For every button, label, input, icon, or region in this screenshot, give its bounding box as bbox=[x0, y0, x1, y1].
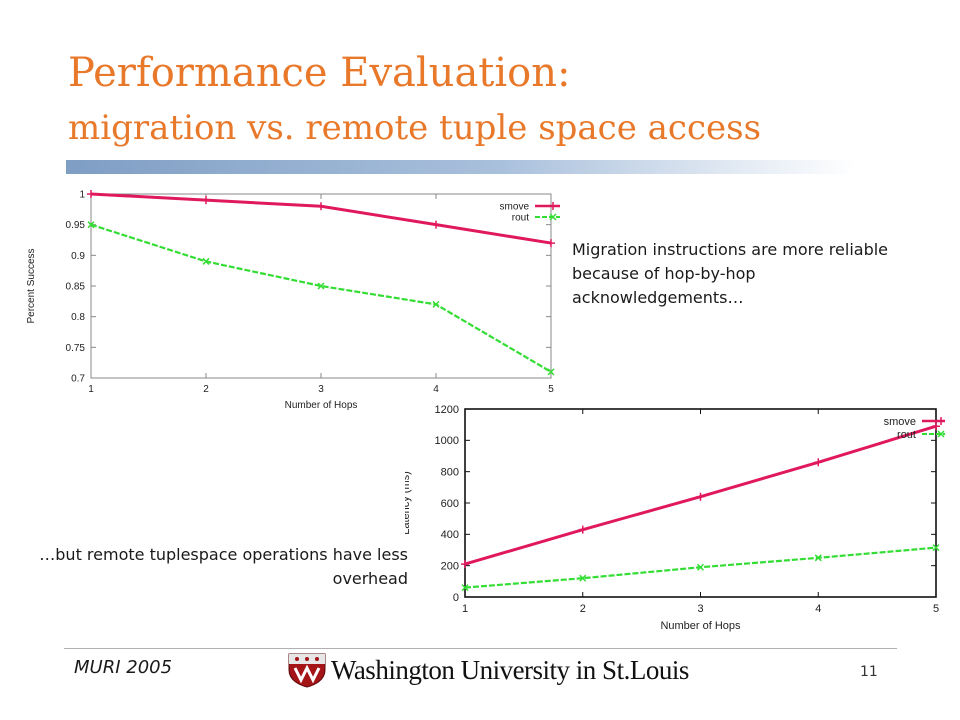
data-point-rout bbox=[87, 221, 95, 229]
legend-label-rout: rout bbox=[897, 429, 916, 441]
y-tick-label: 0.8 bbox=[71, 312, 85, 323]
data-point-smove bbox=[461, 560, 469, 569]
x-tick-label: 2 bbox=[203, 384, 209, 395]
y-tick-label: 0.75 bbox=[66, 343, 86, 354]
university-logo: Washington University in St.Louis bbox=[287, 652, 689, 688]
data-point-rout bbox=[547, 368, 555, 376]
y-tick-label: 200 bbox=[441, 561, 459, 573]
legend-marker-rout bbox=[549, 213, 557, 221]
data-point-smove bbox=[578, 525, 587, 534]
overhead-note: …but remote tuplespace operations have l… bbox=[39, 545, 408, 588]
y-tick-label: 0.85 bbox=[66, 282, 86, 293]
legend-label-rout: rout bbox=[512, 213, 529, 224]
x-tick-label: 1 bbox=[462, 603, 468, 615]
plot-frame bbox=[90, 193, 552, 379]
logo-wordmark: Washington University in St.Louis bbox=[331, 655, 689, 685]
plot-frame bbox=[464, 408, 937, 598]
y-tick-label: 1200 bbox=[435, 404, 459, 416]
slide-title: Performance Evaluation: bbox=[68, 50, 571, 96]
x-tick-label: 3 bbox=[697, 603, 703, 615]
y-tick-label: 0 bbox=[453, 592, 459, 604]
x-axis-label: Number of Hops bbox=[285, 400, 358, 411]
university-shield-icon bbox=[288, 653, 326, 688]
y-tick-label: 400 bbox=[441, 529, 459, 541]
data-point-rout bbox=[202, 257, 210, 265]
x-tick-label: 1 bbox=[88, 384, 94, 395]
data-point-smove bbox=[202, 196, 210, 205]
reliability-note: Migration instructions are more reliable… bbox=[572, 240, 889, 307]
x-tick-label: 4 bbox=[433, 384, 439, 395]
legend-label-smove: smove bbox=[500, 202, 530, 213]
legend-marker-smove bbox=[549, 202, 557, 210]
slide-subtitle: migration vs. remote tuple space access bbox=[68, 108, 762, 148]
data-point-rout bbox=[696, 563, 705, 571]
series-line-rout bbox=[90, 223, 552, 373]
y-tick-label: 1000 bbox=[435, 435, 459, 447]
latency-chart: 1 2 3 4 5 0 200 400 600 800 1000 1200 Number of Hops… bbox=[405, 404, 945, 632]
data-point-rout bbox=[579, 574, 587, 582]
data-point-smove bbox=[547, 239, 555, 248]
x-tick-label: 3 bbox=[318, 384, 324, 395]
y-tick-label: 1 bbox=[79, 190, 85, 201]
y-tick-label: 800 bbox=[441, 467, 459, 479]
data-point-smove bbox=[932, 422, 940, 431]
y-tick-label: 0.7 bbox=[71, 374, 85, 385]
y-tick-label: 0.9 bbox=[71, 251, 85, 262]
footer-label: MURI 2005 bbox=[74, 657, 173, 678]
y-axis-label: Latency (ms) bbox=[405, 471, 412, 535]
y-tick-label: 0.95 bbox=[66, 220, 86, 231]
data-point-rout bbox=[814, 554, 822, 562]
series-line-smove bbox=[90, 192, 552, 245]
legend-marker-rout bbox=[937, 430, 945, 438]
title-divider bbox=[66, 160, 856, 174]
data-point-smove bbox=[814, 458, 823, 467]
legend-marker-smove bbox=[937, 417, 945, 425]
success-chart: 1 2 3 4 5 0.7 0.75 0.8 0.85 0.9 0.95 1 Number of Hop… bbox=[26, 190, 560, 411]
data-point-smove bbox=[432, 220, 440, 229]
footer-divider bbox=[64, 648, 897, 649]
data-point-rout bbox=[932, 544, 940, 552]
y-tick-label: 600 bbox=[441, 498, 459, 510]
y-axis-label: Percent Success bbox=[26, 248, 37, 323]
x-tick-label: 5 bbox=[548, 384, 554, 395]
x-tick-label: 4 bbox=[815, 603, 821, 615]
data-point-smove bbox=[696, 492, 705, 501]
data-point-rout bbox=[432, 300, 440, 308]
x-axis-label: Number of Hops bbox=[660, 620, 741, 632]
data-point-rout bbox=[317, 282, 325, 290]
page-number: 11 bbox=[860, 664, 878, 680]
data-point-smove bbox=[87, 190, 95, 198]
data-point-rout bbox=[461, 584, 469, 592]
legend-label-smove: smove bbox=[884, 416, 916, 428]
x-tick-label: 5 bbox=[933, 603, 939, 615]
data-point-smove bbox=[317, 202, 325, 211]
x-tick-label: 2 bbox=[580, 603, 586, 615]
